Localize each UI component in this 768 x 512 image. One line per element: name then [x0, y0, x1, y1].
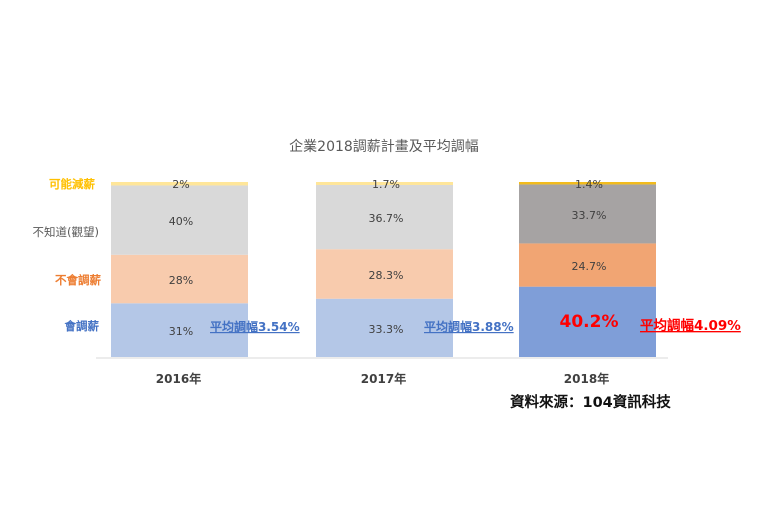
- legend: 會調薪 不會調薪 不知道(觀望) 可能減薪: [33, 177, 102, 333]
- data-label-no-raise-1: 28%: [169, 274, 193, 287]
- average-adjustment-3: 平均調幅4.09%: [640, 317, 741, 334]
- data-label-unsure-1: 40%: [169, 215, 193, 228]
- data-label-no-raise-3: 24.7%: [572, 260, 607, 273]
- legend-item-unsure: 不知道(觀望): [33, 225, 99, 239]
- data-label-unsure-3: 33.7%: [572, 209, 607, 222]
- data-label-cut-2: 1.7%: [372, 178, 400, 191]
- x-axis-labels: 2016年 2017年 2018年: [156, 371, 609, 386]
- bar-segment-cut-2: [316, 182, 453, 185]
- annotations: 平均調幅3.54% 平均調幅3.88% 平均調幅4.09%: [210, 317, 741, 334]
- x-tick-label: 2018年: [564, 371, 609, 386]
- source-note: 資料來源：104資訊科技: [510, 393, 671, 411]
- data-label-cut-1: 2%: [172, 178, 189, 191]
- bar-segment-raise-2: [316, 298, 453, 357]
- data-label-raise-1: 31%: [169, 325, 193, 338]
- bar-segment-unsure-3: [519, 184, 656, 244]
- bar-segment-cut-1: [111, 182, 248, 186]
- data-label-unsure-2: 36.7%: [369, 212, 404, 225]
- average-adjustment-2: 平均調幅3.88%: [424, 319, 514, 334]
- data-label-cut-3: 1.4%: [575, 178, 603, 191]
- bar-segment-unsure-2: [316, 184, 453, 250]
- bar-segment-unsure-1: [111, 185, 248, 255]
- chart-title: 企業2018調薪計畫及平均調幅: [289, 138, 479, 155]
- x-tick-label: 2017年: [361, 371, 406, 386]
- bar-segment-no-raise-3: [519, 243, 656, 287]
- bar-segment-raise-3: [519, 286, 656, 357]
- average-adjustment-1: 平均調幅3.54%: [210, 319, 300, 334]
- x-tick-label: 2016年: [156, 371, 201, 386]
- legend-item-raise: 會調薪: [65, 319, 100, 333]
- legend-item-no-raise: 不會調薪: [55, 273, 101, 287]
- bars: 31% 28% 40% 2% 33.3% 28.3% 36.7% 1.7% 40.2% 24.7%…: [111, 178, 656, 357]
- bar-segment-no-raise-1: [111, 254, 248, 304]
- data-label-no-raise-2: 28.3%: [369, 269, 404, 282]
- data-label-raise-2: 33.3%: [369, 323, 404, 336]
- bar-segment-cut-3: [519, 182, 656, 185]
- bar-segment-raise-1: [111, 303, 248, 357]
- data-label-raise-3: 40.2%: [560, 312, 619, 332]
- bar-segment-no-raise-2: [316, 249, 453, 299]
- legend-item-cut: 可能減薪: [49, 177, 95, 191]
